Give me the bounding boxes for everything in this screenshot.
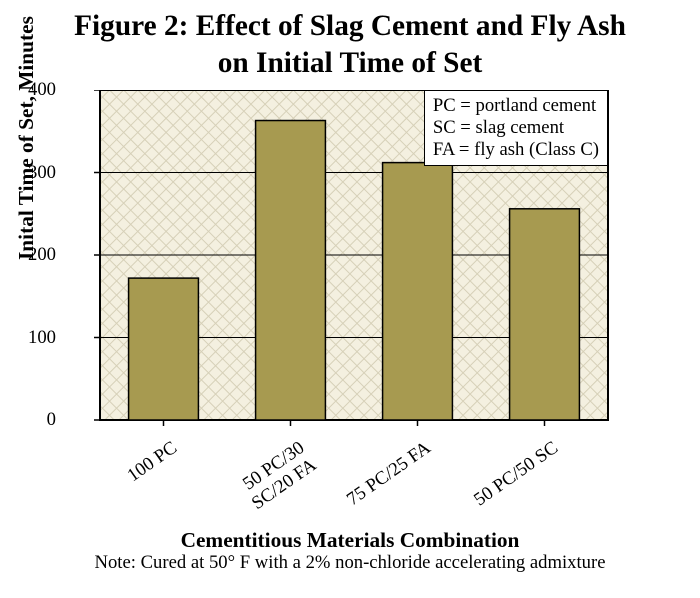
chart-note: Note: Cured at 50° F with a 2% non-chlor… [0, 552, 700, 574]
bar [383, 163, 453, 420]
y-tick-label: 400 [28, 79, 56, 101]
legend-item: SC = slag cement [433, 117, 599, 139]
bar [256, 121, 326, 420]
legend-item: FA = fly ash (Class C) [433, 139, 599, 161]
x-tick-label: 50 PC/50 SC [471, 438, 563, 511]
x-tick-label: 100 PC [124, 438, 181, 487]
x-axis-label: Cementitious Materials Combination [0, 528, 700, 553]
figure-container: Figure 2: Effect of Slag Cement and Fly … [0, 0, 700, 598]
y-tick-label: 200 [28, 244, 56, 266]
x-tick-labels: 100 PC 50 PC/30 SC/20 FA 75 PC/25 FA 50 PC/… [60, 430, 620, 522]
y-tick-label: 0 [47, 409, 56, 431]
x-tick-label: 75 PC/25 FA [344, 438, 435, 511]
y-tick-label: 100 [28, 327, 56, 349]
chart-plot-area: PC = portland cementSC = slag cementFA =… [60, 90, 620, 430]
legend-item: PC = portland cement [433, 95, 599, 117]
x-tick-label: 50 PC/30 SC/20 FA [236, 438, 320, 514]
bar [510, 209, 580, 420]
legend-box: PC = portland cementSC = slag cementFA =… [424, 90, 608, 166]
y-tick-labels: 0100200300400 [0, 90, 56, 430]
chart-title: Figure 2: Effect of Slag Cement and Fly … [0, 8, 700, 81]
bar [129, 278, 199, 420]
y-tick-label: 300 [28, 162, 56, 184]
